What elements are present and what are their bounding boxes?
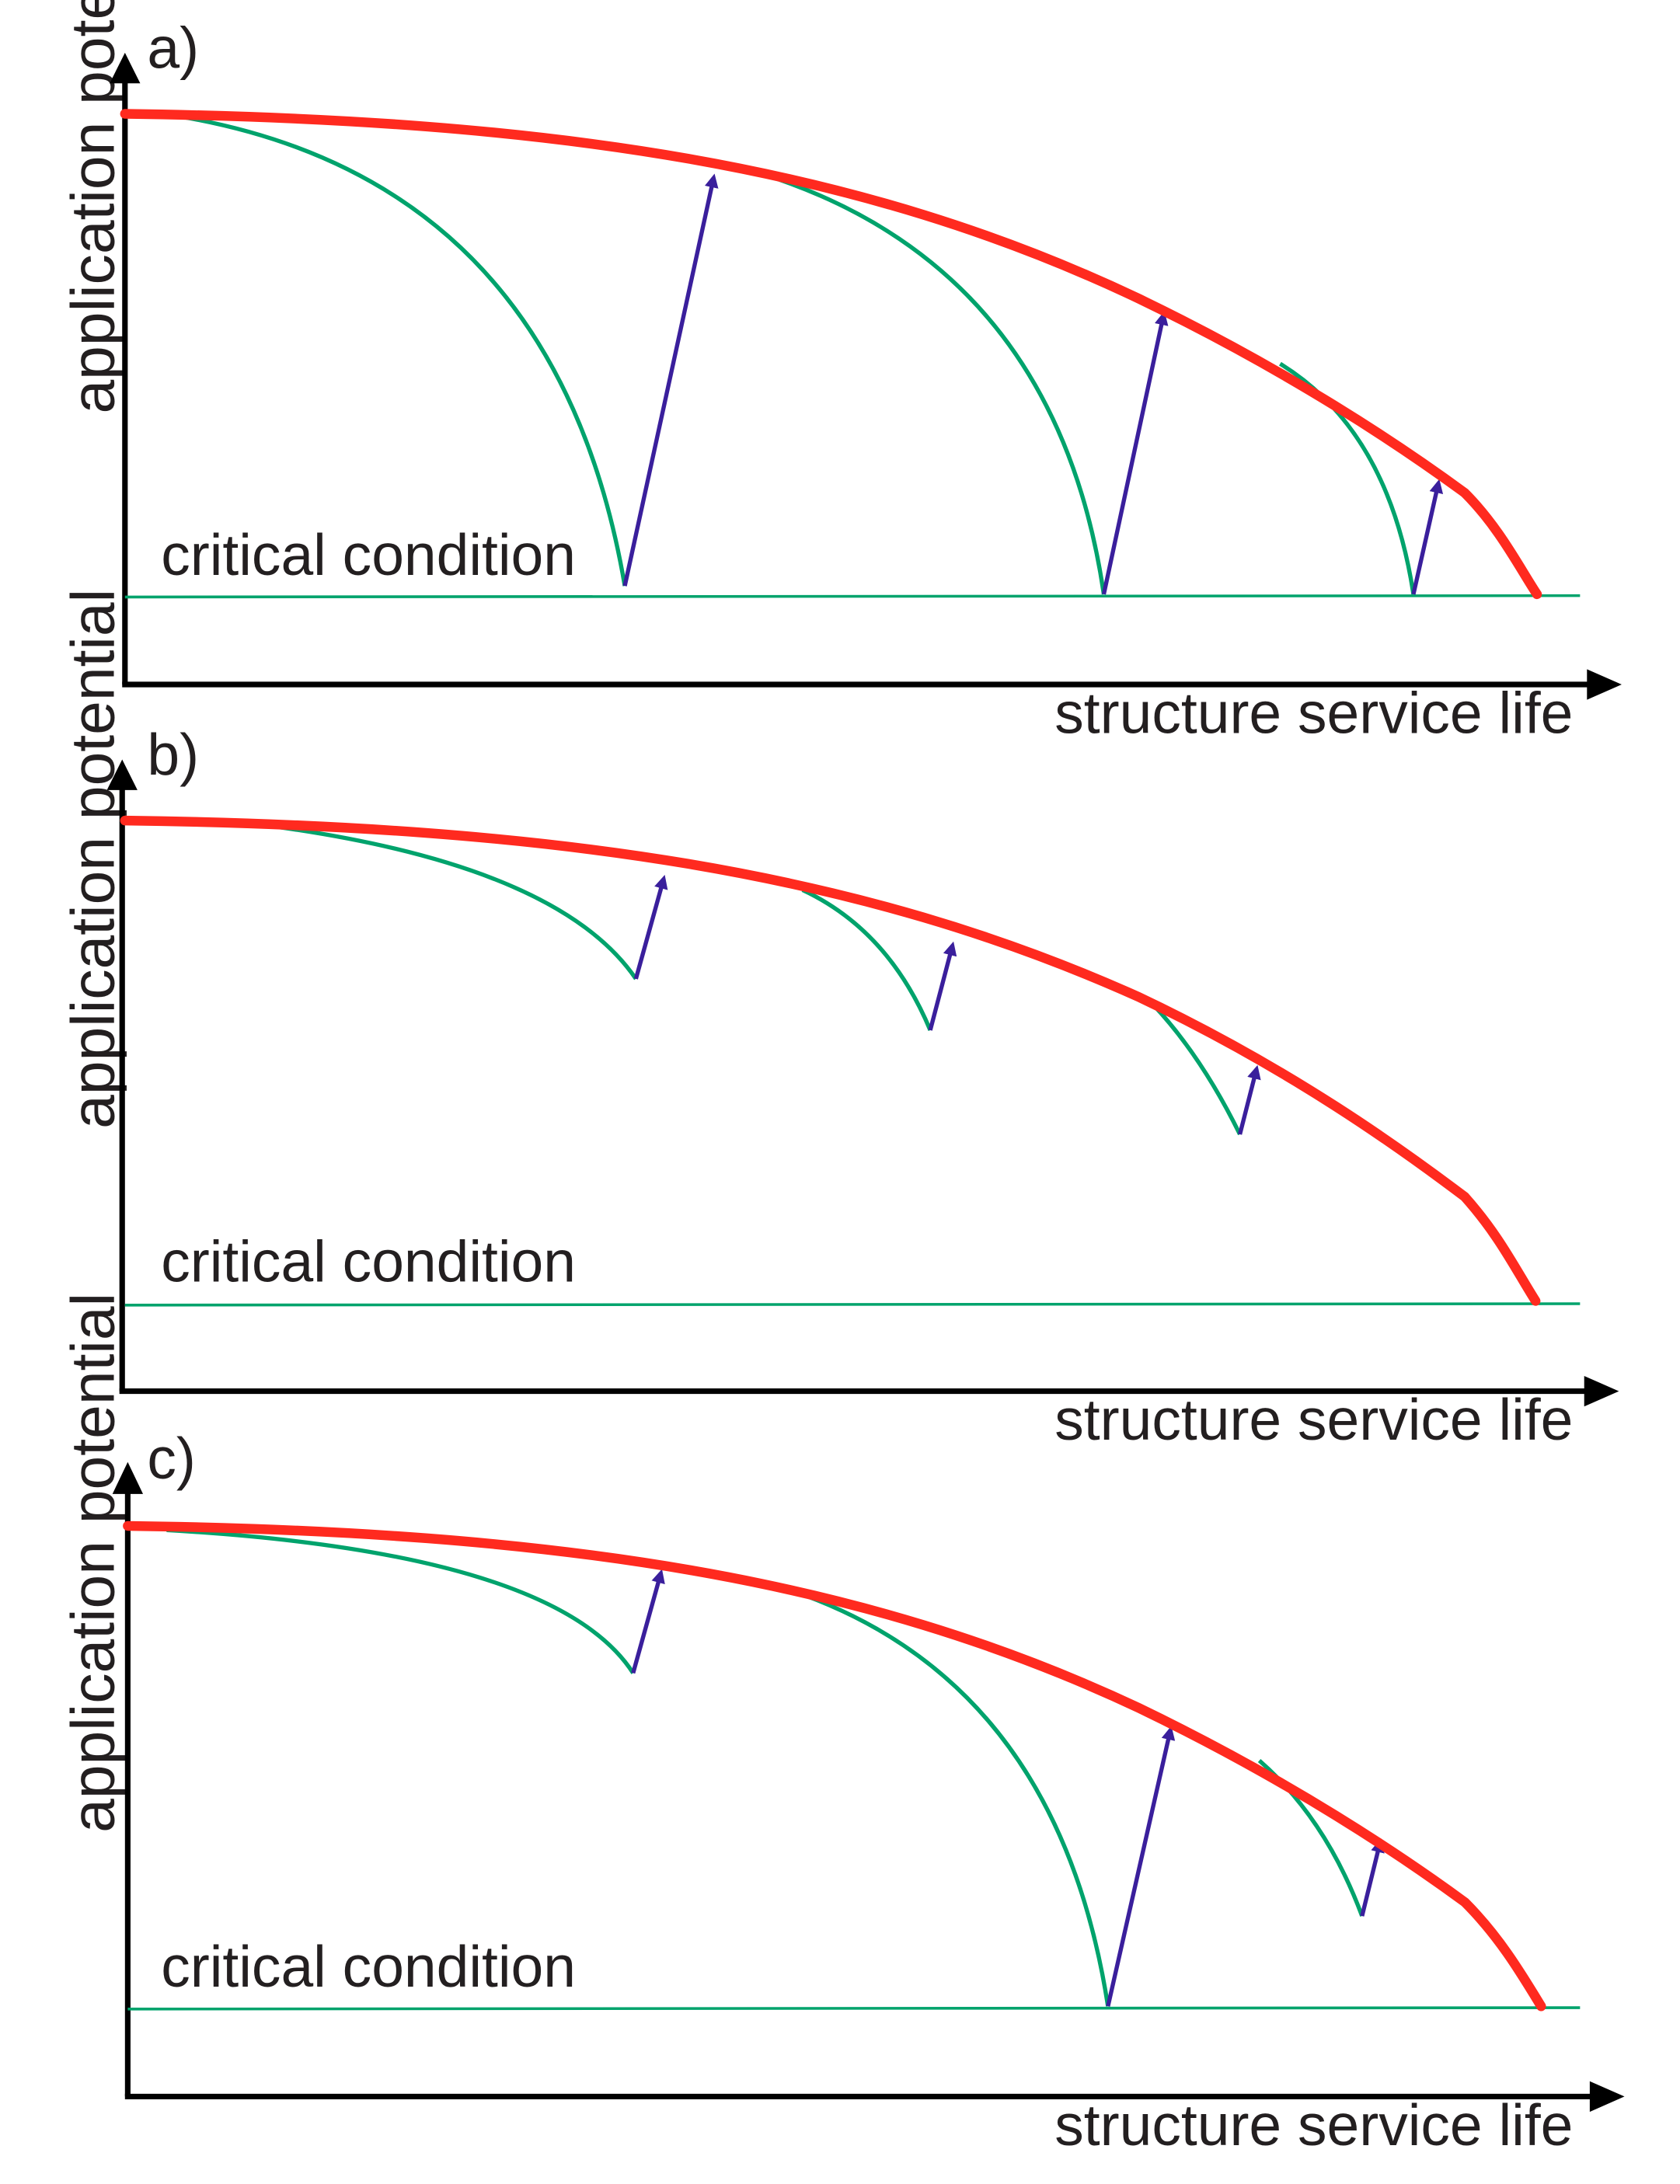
- panel-b-maintenance-arrow-3: [1237, 1064, 1261, 1135]
- panel-a-degradation-curve-3: [1279, 361, 1416, 595]
- panel-c-x-axis-label: structure service life: [1054, 2092, 1573, 2158]
- panel-b-degradation-curve-1: [249, 821, 638, 981]
- panel-c-degradation-curve-2: [765, 1580, 1110, 2007]
- panel-c-y-axis-arrow: [112, 1461, 144, 1494]
- panel-b-critical-label: critical condition: [161, 1228, 576, 1294]
- panel-a-maintenance-arrow-3: [1411, 479, 1444, 595]
- panel-b-x-axis-arrow: [1584, 1375, 1619, 1407]
- panel-b-maintenance-arrow-1: [633, 875, 668, 980]
- panel-b-y-axis-arrow: [106, 759, 138, 790]
- panel-b-label: b): [147, 722, 199, 787]
- panel-a: a) application potential structure servi…: [59, 0, 1622, 746]
- panel-c-y-axis-label: application potential: [59, 1293, 127, 1833]
- panel-b-degradation-curve-2: [801, 888, 932, 1032]
- panel-b-x-axis-label: structure service life: [1054, 1387, 1573, 1452]
- panel-a-degradation-curve-2: [756, 170, 1107, 595]
- panel-c-envelope-curve: [123, 1520, 1546, 2012]
- panel-a-critical-label: critical condition: [161, 522, 576, 587]
- panel-b-y-axis-label: application potential: [59, 589, 127, 1129]
- panel-c-maintenance-arrow-3: [1360, 1838, 1385, 1917]
- panel-c-maintenance-arrow-2: [1106, 1726, 1176, 2007]
- panel-a-envelope-curve: [120, 109, 1542, 600]
- panel-b-degradation-curve-3: [1151, 1002, 1242, 1136]
- panel-c-x-axis-arrow: [1589, 2081, 1625, 2113]
- panel-b-critical-line: [124, 1302, 1581, 1307]
- panel-c: c) application potential structure servi…: [59, 1293, 1625, 2158]
- panel-c-degradation-curve-1: [166, 1527, 636, 1674]
- panel-b-envelope-curve: [120, 815, 1541, 1306]
- panel-a-label: a): [147, 16, 199, 81]
- panel-a-critical-line: [124, 594, 1581, 599]
- panel-a-maintenance-arrow-2: [1101, 311, 1169, 595]
- panel-a-maintenance-arrow-1: [622, 173, 719, 587]
- panel-a-x-axis-label: structure service life: [1054, 681, 1573, 746]
- panel-a-x-axis-arrow: [1587, 669, 1622, 700]
- panel-c-maintenance-arrow-1: [631, 1569, 665, 1674]
- panel-c-critical-line: [127, 2006, 1581, 2011]
- panel-b: b) application potential structure servi…: [59, 589, 1619, 1452]
- panel-c-label: c): [147, 1426, 196, 1491]
- panel-a-degradation-curve-1: [180, 114, 627, 587]
- panel-b-maintenance-arrow-2: [928, 941, 957, 1031]
- panel-a-y-axis-arrow: [110, 52, 141, 84]
- panel-a-y-axis-label: application potential: [59, 0, 127, 414]
- panel-c-critical-label: critical condition: [161, 1934, 576, 1999]
